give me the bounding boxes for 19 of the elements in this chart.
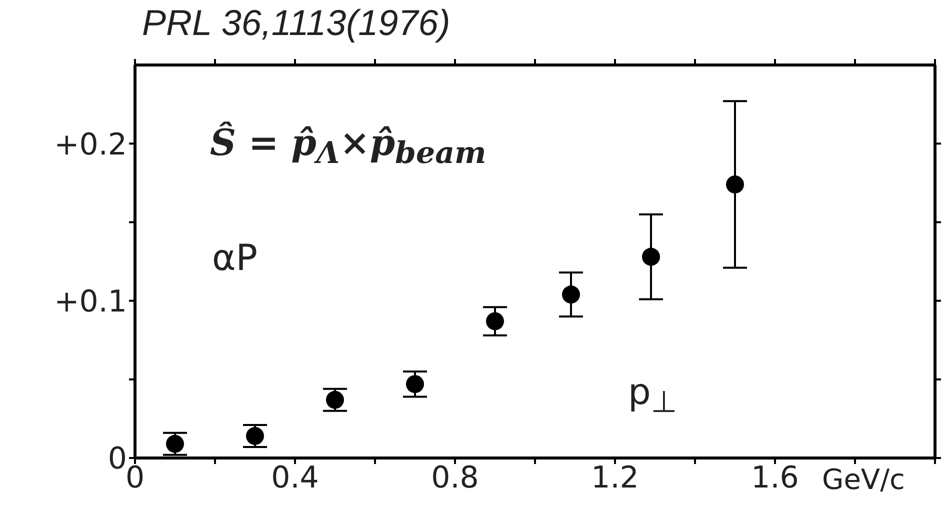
- y-tick-label: +0.2: [54, 127, 127, 162]
- chart-title: PRL 36,1113(1976): [142, 2, 450, 44]
- text: GeV/c: [822, 463, 905, 496]
- point: [726, 175, 744, 194]
- point: [406, 375, 424, 394]
- point: [246, 426, 264, 445]
- point: [486, 312, 504, 330]
- point: [562, 286, 580, 304]
- point: [166, 434, 184, 453]
- x-tick-label: 0.4: [271, 460, 319, 496]
- x-tick-label: 1.6: [751, 460, 799, 496]
- annotation: Ŝ = p̂$_{Λ}$×p̂$_{beam}$: [210, 122, 486, 172]
- point: [642, 248, 660, 266]
- x-tick-label: 1.2: [591, 460, 639, 496]
- x-tick-label: 0.8: [431, 460, 479, 496]
- y-tick-label: +0.1: [54, 284, 127, 320]
- x-axis-title: p$_{⊥}$: [628, 372, 677, 420]
- y-axis-title: αP: [212, 238, 258, 279]
- point: [326, 390, 344, 409]
